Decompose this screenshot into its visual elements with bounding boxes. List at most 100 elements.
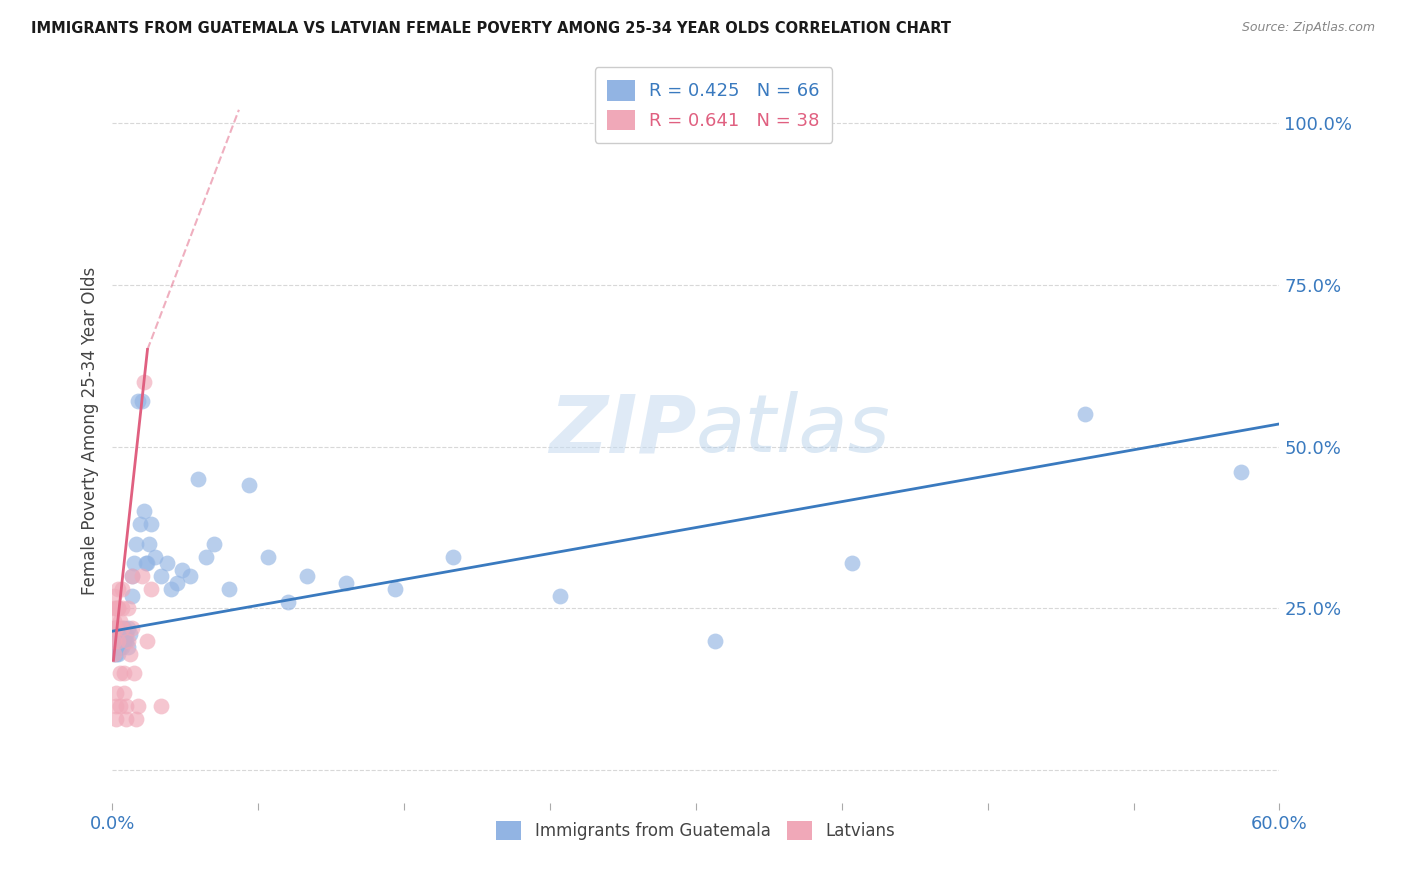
Point: [110, 621, 132, 635]
Point: [122, 666, 145, 681]
Point: [441, 549, 464, 564]
Point: [107, 633, 129, 648]
Point: [105, 633, 128, 648]
Point: [141, 517, 163, 532]
Point: [111, 621, 134, 635]
Point: [107, 582, 129, 596]
Point: [103, 615, 125, 629]
Legend: Immigrants from Guatemala, Latvians: Immigrants from Guatemala, Latvians: [486, 811, 905, 850]
Point: [115, 633, 138, 648]
Point: [121, 569, 143, 583]
Point: [122, 556, 145, 570]
Point: [112, 627, 135, 641]
Point: [704, 633, 727, 648]
Point: [103, 640, 125, 655]
Point: [110, 698, 132, 713]
Point: [117, 601, 139, 615]
Point: [110, 633, 132, 648]
Point: [295, 569, 318, 583]
Point: [103, 601, 125, 615]
Point: [111, 582, 134, 596]
Point: [335, 575, 357, 590]
Point: [218, 582, 240, 596]
Point: [110, 615, 132, 629]
Point: [136, 556, 159, 570]
Point: [112, 621, 135, 635]
Point: [115, 627, 138, 641]
Point: [103, 647, 125, 661]
Point: [107, 601, 129, 615]
Point: [107, 633, 129, 648]
Text: atlas: atlas: [696, 392, 891, 469]
Point: [117, 640, 139, 655]
Point: [172, 563, 194, 577]
Point: [194, 549, 217, 564]
Point: [548, 589, 571, 603]
Point: [110, 640, 132, 655]
Point: [156, 556, 179, 570]
Point: [150, 569, 173, 583]
Point: [107, 627, 129, 641]
Point: [105, 698, 128, 713]
Point: [112, 686, 135, 700]
Point: [105, 686, 128, 700]
Point: [135, 556, 157, 570]
Point: [238, 478, 260, 492]
Point: [107, 640, 129, 655]
Point: [384, 582, 406, 596]
Point: [105, 712, 128, 726]
Point: [115, 712, 138, 726]
Point: [132, 504, 155, 518]
Point: [103, 621, 125, 635]
Point: [115, 698, 138, 713]
Point: [187, 472, 209, 486]
Point: [105, 627, 128, 641]
Point: [103, 627, 125, 641]
Point: [257, 549, 280, 564]
Y-axis label: Female Poverty Among 25-34 Year Olds: Female Poverty Among 25-34 Year Olds: [80, 267, 98, 594]
Point: [105, 601, 128, 615]
Point: [111, 627, 134, 641]
Point: [121, 621, 143, 635]
Point: [117, 621, 139, 635]
Point: [150, 698, 173, 713]
Text: IMMIGRANTS FROM GUATEMALA VS LATVIAN FEMALE POVERTY AMONG 25-34 YEAR OLDS CORREL: IMMIGRANTS FROM GUATEMALA VS LATVIAN FEM…: [31, 21, 950, 36]
Text: Source: ZipAtlas.com: Source: ZipAtlas.com: [1241, 21, 1375, 34]
Point: [132, 375, 155, 389]
Point: [107, 647, 129, 661]
Point: [841, 556, 863, 570]
Point: [103, 621, 125, 635]
Point: [141, 582, 163, 596]
Point: [179, 569, 201, 583]
Point: [111, 601, 134, 615]
Point: [110, 627, 132, 641]
Point: [117, 633, 139, 648]
Point: [105, 633, 128, 648]
Point: [128, 517, 150, 532]
Point: [103, 589, 125, 603]
Point: [127, 394, 149, 409]
Point: [103, 647, 125, 661]
Point: [110, 666, 132, 681]
Point: [105, 647, 128, 661]
Point: [105, 640, 128, 655]
Point: [103, 633, 125, 648]
Point: [118, 627, 141, 641]
Point: [103, 633, 125, 648]
Point: [107, 601, 129, 615]
Point: [166, 575, 188, 590]
Point: [1229, 466, 1251, 480]
Point: [111, 640, 134, 655]
Point: [276, 595, 298, 609]
Point: [125, 537, 148, 551]
Point: [138, 537, 160, 551]
Point: [112, 666, 135, 681]
Point: [125, 712, 148, 726]
Point: [131, 569, 153, 583]
Point: [127, 698, 149, 713]
Point: [111, 633, 134, 648]
Point: [121, 589, 143, 603]
Point: [202, 537, 225, 551]
Point: [121, 569, 143, 583]
Point: [160, 582, 183, 596]
